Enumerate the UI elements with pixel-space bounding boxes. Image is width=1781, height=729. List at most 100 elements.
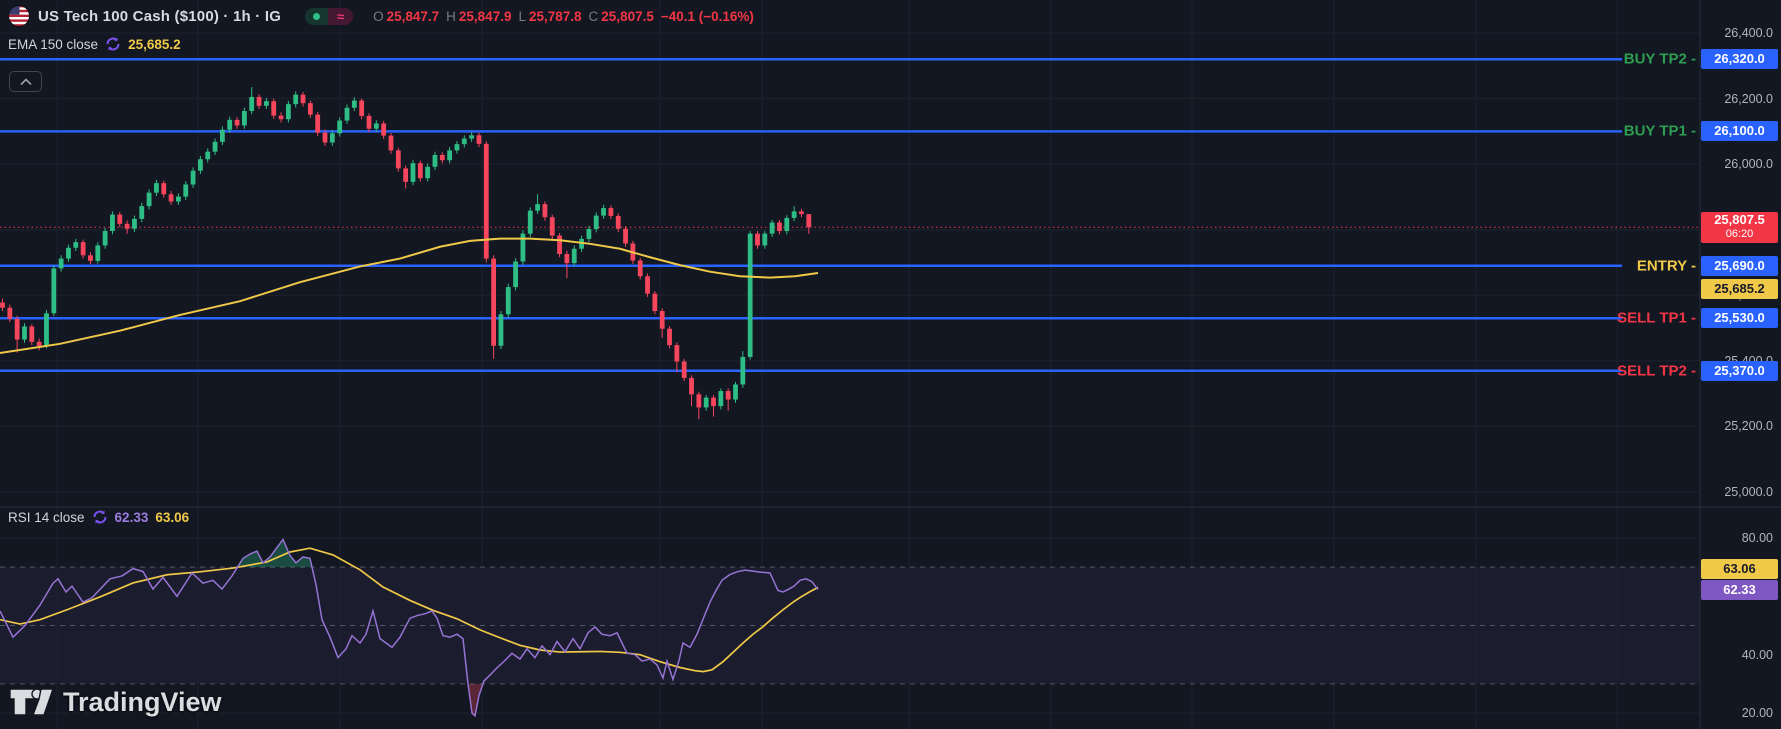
symbol-title[interactable]: US Tech 100 Cash ($100) · 1h · IG: [38, 7, 282, 25]
candle-body: [44, 313, 49, 347]
candle-body: [36, 341, 42, 347]
candle-body: [520, 233, 526, 262]
candle-body: [637, 260, 643, 277]
price-tick: 26,000.0: [1724, 157, 1773, 172]
candle-body: [483, 143, 489, 259]
ema-legend-name[interactable]: EMA 150 close: [8, 36, 99, 52]
candle-body: [315, 114, 321, 133]
line-label-buy-tp2[interactable]: BUY TP2 -: [1623, 50, 1696, 68]
rsi-tick: 80.00: [1741, 531, 1773, 545]
market-status-pills[interactable]: ≈: [305, 7, 354, 25]
last-price-badge[interactable]: 25,807.5 06:20: [1701, 211, 1778, 243]
candle-body: [344, 107, 350, 121]
candle-body: [300, 94, 306, 104]
sell-tp1-badge[interactable]: 25,530.0: [1701, 308, 1778, 329]
candle-body: [667, 328, 672, 346]
candle-body: [88, 255, 93, 261]
delayed-data-icon: ≈: [328, 7, 354, 25]
sell-tp2-badge[interactable]: 25,370.0: [1701, 360, 1778, 381]
ohlc-readout: O 25,847.7 H 25,847.9 L 25,787.8 C 25,80…: [373, 9, 754, 24]
rsi-legend-name[interactable]: RSI 14 close: [8, 509, 85, 525]
candle-body: [432, 154, 438, 167]
candle-body: [278, 115, 284, 120]
candle-body: [410, 163, 416, 182]
candle-body: [388, 135, 394, 151]
candle-body: [132, 218, 137, 229]
tradingview-watermark[interactable]: TradingView: [8, 686, 222, 718]
rsi-ma-badge[interactable]: 63.06: [1701, 559, 1778, 579]
price-tick: 26,400.0: [1724, 26, 1773, 40]
candle-body: [615, 215, 621, 229]
candle-body: [476, 135, 482, 144]
close-value: 25,807.5: [601, 8, 654, 24]
candle-body: [689, 377, 694, 395]
candle-body: [491, 258, 497, 346]
refresh-icon: [105, 36, 121, 52]
candle-body: [535, 204, 540, 211]
candle-body: [124, 223, 130, 229]
candle-body: [51, 268, 57, 314]
line-label-buy-tp1[interactable]: BUY TP1 -: [1623, 122, 1696, 140]
candle-body: [337, 120, 343, 134]
line-label-entry[interactable]: ENTRY -: [1636, 257, 1696, 275]
candle-body: [373, 123, 379, 129]
price-tick: 25,200.0: [1724, 419, 1773, 434]
candle-body: [227, 119, 233, 130]
line-label-sell-tp2[interactable]: SELL TP2 -: [1617, 362, 1696, 380]
candle-body: [696, 394, 702, 408]
candle-body: [579, 238, 584, 249]
candle-body: [623, 228, 628, 244]
line-label-sell-tp1[interactable]: SELL TP1 -: [1617, 309, 1696, 327]
candle-body: [263, 101, 269, 106]
candle-body: [586, 229, 592, 239]
candle-body: [645, 276, 650, 294]
candle-body: [403, 168, 409, 182]
entry-badge[interactable]: 25,690.0: [1701, 255, 1778, 276]
candle-body: [234, 119, 240, 126]
ema-value: 25,685.2: [128, 36, 181, 52]
candle-body: [439, 154, 445, 161]
us-flag-icon: [8, 5, 30, 27]
candle-body: [154, 183, 159, 193]
rsi-line: [0, 537, 819, 718]
high-value: 25,847.9: [458, 8, 512, 24]
candle-body: [102, 231, 108, 246]
price-tick: 25,000.0: [1724, 485, 1773, 499]
refresh-icon: [92, 509, 108, 525]
candle-body: [322, 132, 328, 143]
chevron-up-icon: [19, 77, 33, 86]
candle-body: [168, 194, 174, 202]
candle-body: [366, 115, 372, 129]
candle-body: [498, 314, 504, 346]
ema-value-badge[interactable]: 25,685.2: [1701, 279, 1778, 299]
candle-body: [66, 247, 71, 259]
candle-body: [461, 138, 467, 145]
candle-body: [425, 166, 431, 179]
rsi-badge[interactable]: 62.33: [1701, 580, 1778, 600]
candle-body: [747, 233, 753, 357]
candle-body: [806, 214, 812, 228]
candle-body: [241, 111, 247, 126]
candle-body: [447, 150, 453, 161]
close-label: C: [588, 8, 599, 24]
candle-body: [417, 163, 423, 179]
collapse-panel-button[interactable]: [9, 71, 42, 92]
candle-body: [176, 196, 181, 202]
low-value: 25,787.8: [528, 8, 582, 24]
rsi-tick: 20.00: [1741, 706, 1773, 720]
buy-tp1-badge[interactable]: 26,100.0: [1701, 121, 1778, 142]
candle-body: [161, 183, 167, 195]
price-scale[interactable]: 26,400.026,200.026,000.025,600.025,400.0…: [1700, 0, 1781, 729]
candle-body: [725, 391, 731, 400]
candle-body: [542, 204, 548, 218]
candle-body: [351, 100, 357, 108]
buy-tp2-badge[interactable]: 26,320.0: [1701, 49, 1778, 70]
candle-body: [652, 293, 658, 312]
watermark-text: TradingView: [63, 686, 222, 717]
candle-body: [608, 208, 614, 216]
candle-body: [271, 101, 277, 116]
candle-body: [139, 206, 145, 219]
candle-body: [527, 210, 533, 234]
